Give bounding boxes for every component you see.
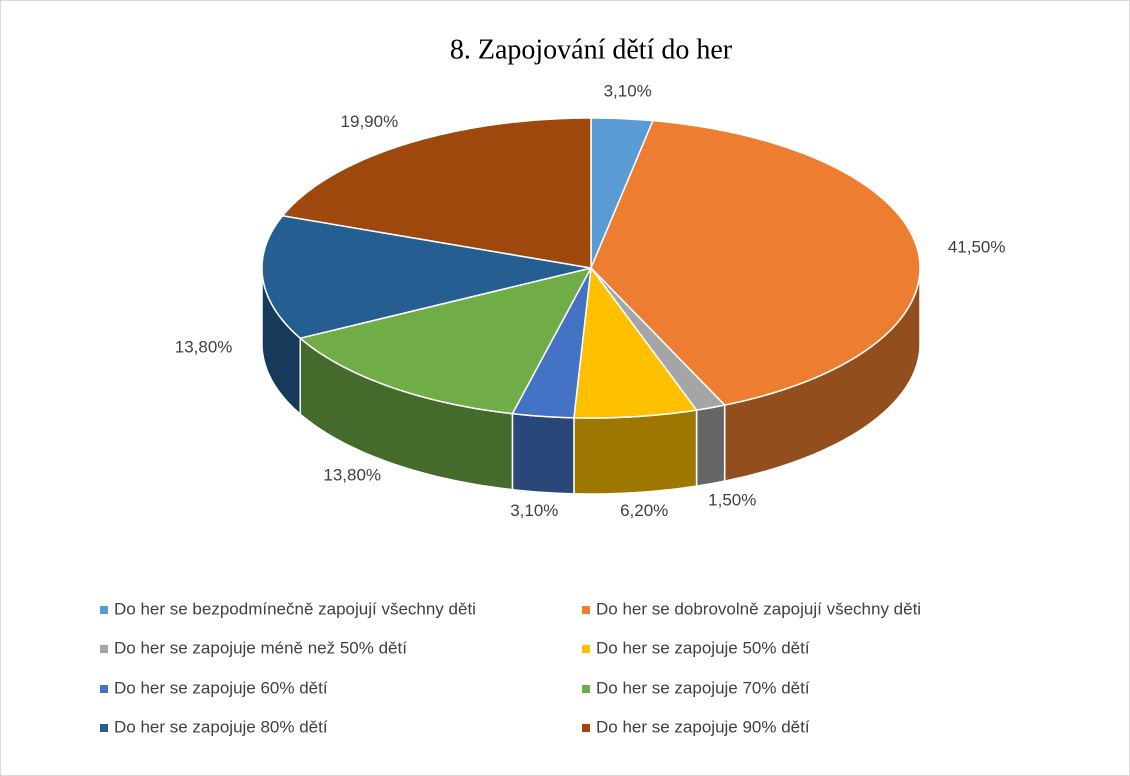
legend-swatch — [582, 606, 590, 614]
legend-label: Do her se zapojuje 60% dětí — [114, 678, 328, 697]
legend-label: Do her se zapojuje 80% dětí — [114, 717, 328, 736]
slice-side — [695, 404, 726, 487]
data-label: 19,90% — [341, 112, 399, 131]
data-label: 3,10% — [510, 501, 558, 520]
legend-label: Do her se zapojuje 50% dětí — [596, 638, 810, 657]
legend-label: Do her se dobrovolně zapojují všechny dě… — [596, 599, 921, 618]
legend-label: Do her se zapojuje 90% dětí — [596, 717, 810, 736]
slice — [573, 266, 698, 419]
data-label: 3,10% — [604, 81, 652, 100]
data-label: 1,50% — [708, 491, 756, 510]
legend-swatch — [100, 606, 108, 614]
legend-swatch — [582, 645, 590, 653]
slice-side — [573, 409, 698, 495]
slice — [281, 117, 592, 269]
slice — [298, 266, 593, 415]
data-label: 13,80% — [323, 465, 381, 484]
slice-side — [511, 412, 575, 495]
slice — [590, 119, 921, 406]
slice — [590, 267, 727, 411]
legend-swatch — [100, 685, 108, 693]
data-label: 41,50% — [948, 237, 1006, 256]
legend-label: Do her se zapojuje méně než 50% dětí — [114, 638, 407, 657]
legend-swatch — [582, 724, 590, 732]
chart-title: 8. Zapojování dětí do her — [450, 34, 733, 65]
legend-swatch — [100, 645, 108, 653]
legend-swatch — [100, 724, 108, 732]
slice — [261, 214, 592, 340]
legend-swatch — [582, 685, 590, 693]
data-label: 13,80% — [175, 337, 233, 356]
legend-label: Do her se zapojuje 70% dětí — [596, 678, 810, 697]
data-label: 6,20% — [620, 501, 668, 520]
legend-label: Do her se bezpodmínečně zapojují všechny… — [114, 599, 476, 618]
